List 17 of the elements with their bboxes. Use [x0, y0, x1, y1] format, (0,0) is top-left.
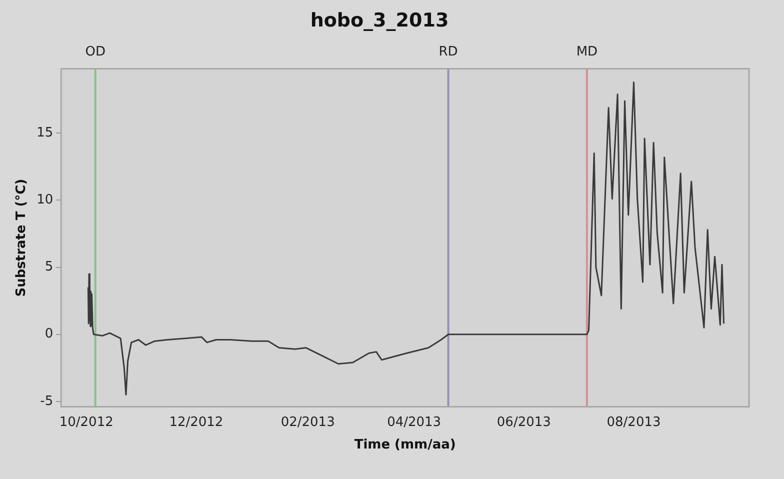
x-tick-label: 10/2012 — [59, 414, 114, 430]
y-tick-label: 10 — [36, 192, 54, 208]
chart-title: hobo_3_2013 — [310, 9, 449, 32]
x-tick-label: 02/2013 — [280, 414, 335, 430]
x-tick-label: 12/2012 — [169, 414, 224, 430]
y-tick-label: -5 — [40, 394, 54, 409]
x-axis-title: Time (mm/aa) — [354, 438, 456, 453]
ref-line-label: RD — [438, 44, 458, 60]
x-tick-label: 04/2013 — [387, 414, 442, 430]
y-tick-label: 0 — [44, 326, 54, 342]
y-tick-label: 15 — [36, 126, 54, 141]
y-axis-title: Substrate T (°C) — [14, 178, 30, 297]
x-tick-label: 06/2013 — [496, 414, 551, 430]
x-tick-label: 08/2013 — [606, 414, 661, 430]
ref-line-label: OD — [85, 44, 106, 60]
y-tick-label: 5 — [44, 260, 54, 275]
ref-line-label: MD — [576, 44, 598, 60]
